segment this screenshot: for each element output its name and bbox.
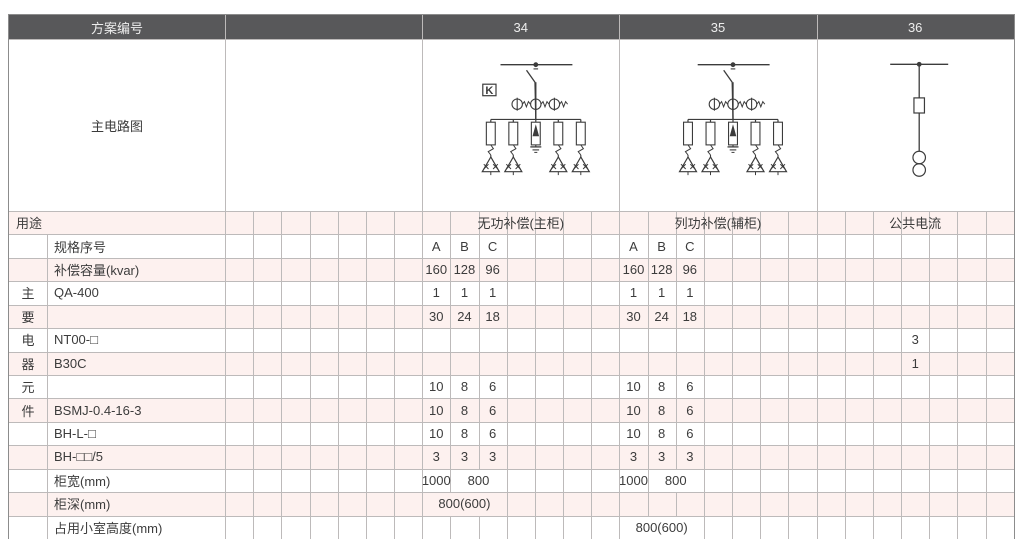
svg-text:K: K [485, 85, 493, 97]
